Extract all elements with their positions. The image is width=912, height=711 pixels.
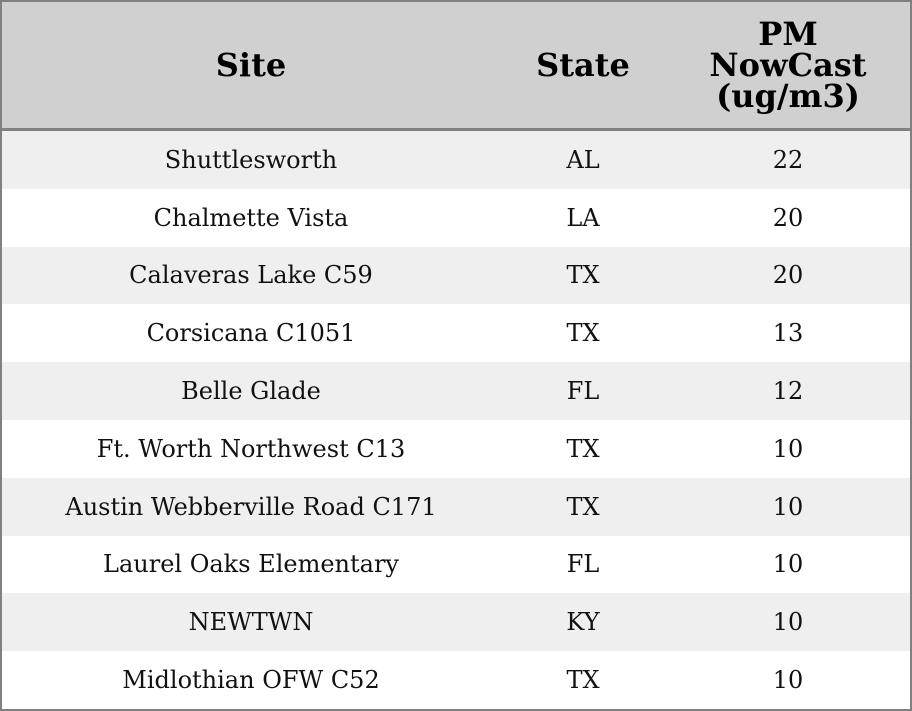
table-cell: Shuttlesworth (2, 129, 500, 189)
table-cell: TX (500, 651, 666, 709)
table-cell: 22 (666, 129, 910, 189)
table-cell: 10 (666, 419, 910, 478)
table-cell: LA (500, 188, 666, 247)
table-cell: TX (500, 477, 666, 536)
header-row: Site State PM NowCast (ug/m3) (2, 2, 910, 131)
table-row: Calaveras Lake C59 TX 20 (2, 246, 910, 305)
table-cell: 20 (666, 188, 910, 247)
table-cell: Chalmette Vista (2, 188, 500, 247)
table-cell: 10 (666, 535, 910, 594)
header-text: Site (215, 45, 287, 84)
table-row: Belle Glade FL 12 (2, 362, 910, 420)
header-text: State (536, 45, 630, 84)
table-row: Chalmette Vista LA 20 (2, 188, 910, 247)
header-cell: State (500, 2, 666, 131)
header-cell: PM NowCast (ug/m3) (666, 2, 910, 131)
table-cell: 10 (666, 593, 910, 652)
table-cell: TX (500, 304, 666, 363)
table-row: Midlothian OFW C52 TX 10 (2, 651, 910, 709)
table-cell: Corsicana C1051 (2, 304, 500, 363)
table-cell: FL (500, 362, 666, 420)
table-cell: KY (500, 593, 666, 652)
table-row: Shuttlesworth AL 22 (2, 129, 910, 189)
table-row: NEWTWN KY 10 (2, 593, 910, 652)
table-cell: 10 (666, 651, 910, 709)
header-text: PM NowCast (ug/m3) (709, 14, 867, 115)
table-cell: NEWTWN (2, 593, 500, 652)
table-cell: 10 (666, 477, 910, 536)
table-cell: Laurel Oaks Elementary (2, 535, 500, 594)
table-cell: Ft. Worth Northwest C13 (2, 419, 500, 478)
table-row: Ft. Worth Northwest C13 TX 10 (2, 419, 910, 478)
header-cell: Site (2, 2, 500, 131)
table-cell: 12 (666, 362, 910, 420)
table-cell: Austin Webberville Road C171 (2, 477, 500, 536)
table-row: Austin Webberville Road C171 TX 10 (2, 477, 910, 536)
table-cell: TX (500, 246, 666, 305)
table-cell: FL (500, 535, 666, 594)
table-cell: TX (500, 419, 666, 478)
table-cell: Midlothian OFW C52 (2, 651, 500, 709)
table-cell: Calaveras Lake C59 (2, 246, 500, 305)
table-cell: 20 (666, 246, 910, 305)
table-row: Laurel Oaks Elementary FL 10 (2, 535, 910, 594)
table-cell: 13 (666, 304, 910, 363)
table-cell: AL (500, 129, 666, 189)
table-body: Shuttlesworth AL 22 Chalmette Vista LA 20 Cala… (2, 129, 910, 709)
table-row: Corsicana C1051 TX 13 (2, 304, 910, 363)
table-cell: Belle Glade (2, 362, 500, 420)
